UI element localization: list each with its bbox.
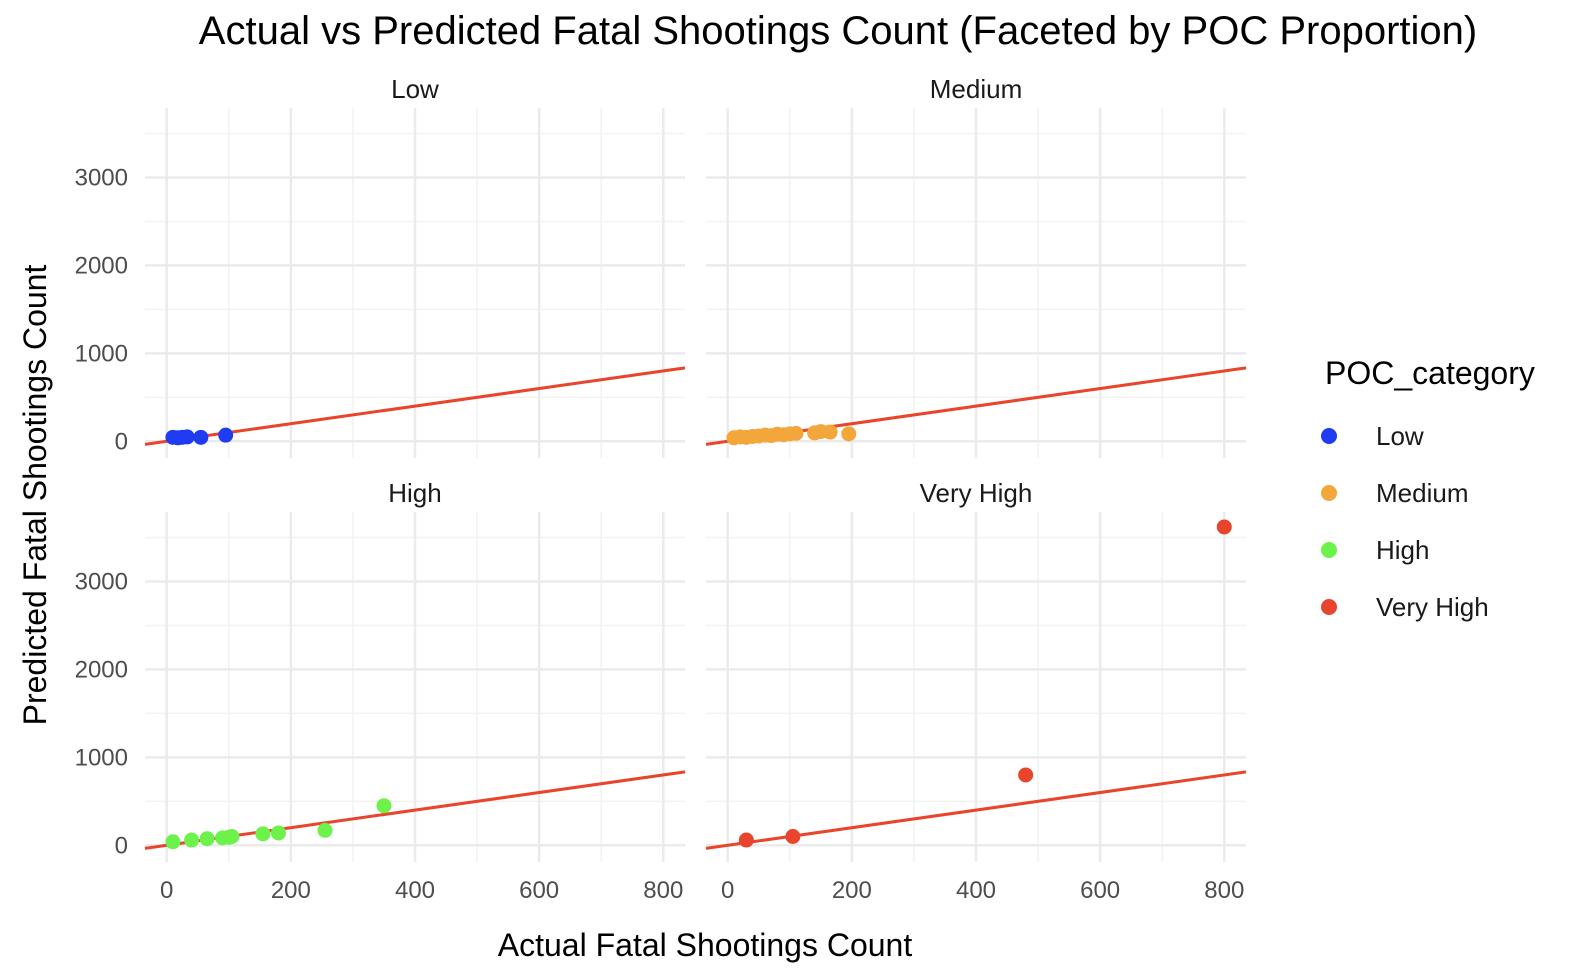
x-tick-label: 200 <box>832 877 872 904</box>
legend-key-high <box>1321 542 1337 558</box>
facet-panel-low: Low 0 1000 2000 3000 <box>75 74 686 458</box>
y-tick-label: 3000 <box>75 568 128 595</box>
legend-label-very-high: Very High <box>1376 592 1489 622</box>
facet-panel-medium: Medium <box>705 74 1247 458</box>
legend-label-low: Low <box>1376 421 1424 451</box>
facet-strip-label-low: Low <box>391 74 439 104</box>
legend: POC_category Low Medium High Very High <box>1321 355 1535 622</box>
x-tick-label: 800 <box>643 877 683 904</box>
x-tick-label: 0 <box>160 877 173 904</box>
x-tick-label: 800 <box>1204 877 1244 904</box>
y-tick-label: 0 <box>115 428 128 455</box>
y-tick-label: 0 <box>115 832 128 859</box>
y-axis-label: Predicted Fatal Shootings Count <box>17 265 53 726</box>
data-point-medium <box>788 425 804 441</box>
facet-strip-label-high: High <box>388 478 441 508</box>
data-point-high <box>165 834 181 850</box>
y-tick-label: 1000 <box>75 744 128 771</box>
y-tick-label: 1000 <box>75 340 128 367</box>
facet-panel-high: High 0 1000 2000 3000 0 200 400 600 800 <box>75 478 686 904</box>
data-point-high <box>199 831 215 847</box>
y-tick-label: 3000 <box>75 164 128 191</box>
x-tick-label: 200 <box>271 877 311 904</box>
legend-title: POC_category <box>1325 355 1535 391</box>
data-point-high <box>224 828 240 844</box>
facet-strip-label-medium: Medium <box>930 74 1022 104</box>
y-tick-label: 2000 <box>75 252 128 279</box>
data-point-high <box>270 825 286 841</box>
data-point-high <box>376 798 392 814</box>
data-point-very-high <box>785 828 801 844</box>
legend-label-high: High <box>1376 535 1429 565</box>
data-point-very-high <box>1018 767 1034 783</box>
facet-panels: Low0100020003000MediumHigh01000200030000… <box>75 74 1247 904</box>
legend-key-medium <box>1321 485 1337 501</box>
x-tick-label: 600 <box>519 877 559 904</box>
data-point-low <box>193 429 209 445</box>
data-point-high <box>184 832 200 848</box>
data-point-high <box>255 826 271 842</box>
x-axis-label: Actual Fatal Shootings Count <box>498 927 913 963</box>
data-point-very-high <box>738 832 754 848</box>
data-point-high <box>317 822 333 838</box>
x-tick-label: 400 <box>956 877 996 904</box>
legend-key-very-high <box>1321 599 1337 615</box>
data-point-low <box>218 427 234 443</box>
x-tick-label: 400 <box>395 877 435 904</box>
chart-title: Actual vs Predicted Fatal Shootings Coun… <box>199 9 1477 53</box>
x-tick-label: 0 <box>721 877 734 904</box>
facet-strip-label-very-high: Very High <box>920 478 1033 508</box>
reference-line <box>144 366 686 446</box>
legend-key-low <box>1321 428 1337 444</box>
x-tick-label: 600 <box>1080 877 1120 904</box>
data-point-medium <box>841 426 857 442</box>
data-point-very-high <box>1216 519 1232 535</box>
facet-panel-very-high: Very High 0 200 400 600 800 <box>705 478 1247 904</box>
y-tick-label: 2000 <box>75 656 128 683</box>
data-point-low <box>179 429 195 445</box>
legend-label-medium: Medium <box>1376 478 1468 508</box>
data-point-medium <box>822 424 838 440</box>
